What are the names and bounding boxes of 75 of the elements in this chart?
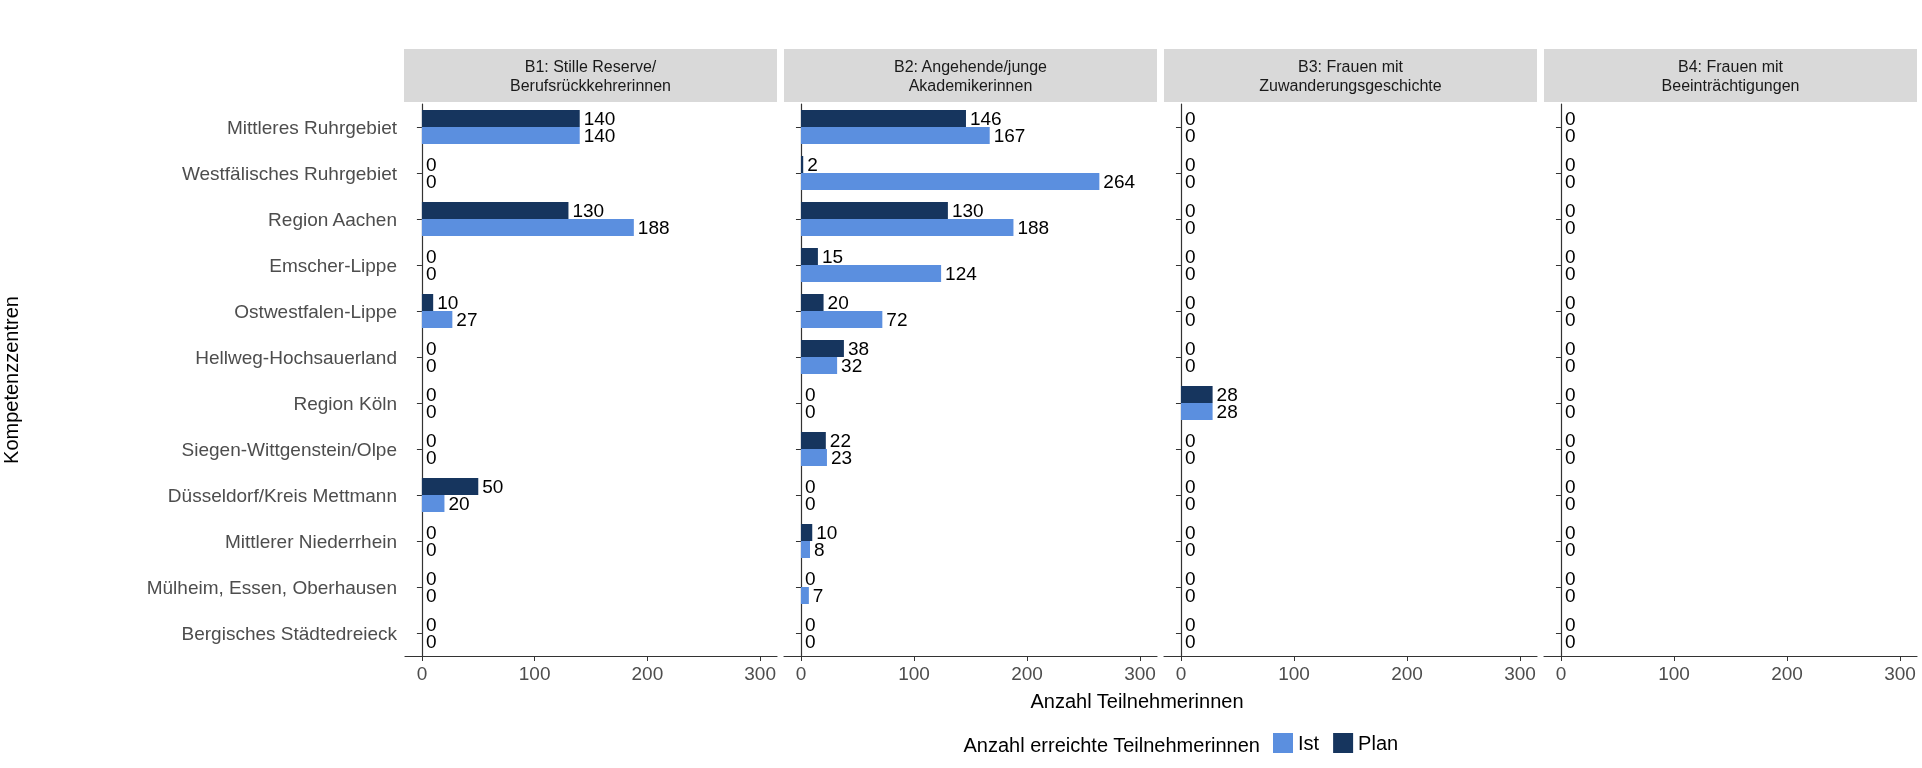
y-axis-title: Kompetenzzentren: [0, 296, 22, 464]
x-tick-label: 0: [416, 663, 428, 684]
x-tick-label: 200: [631, 663, 664, 684]
y-tick-label: Hellweg-Hochsauerland: [195, 346, 397, 368]
bar: [800, 432, 826, 449]
x-tick-label: 200: [1391, 663, 1423, 684]
x-tick-label: 200: [1011, 663, 1043, 684]
y-tick-label: Düsseldorf/Kreis Mettmann: [167, 484, 397, 506]
bar: [800, 173, 1100, 190]
x-tick-label: 100: [1278, 663, 1310, 684]
x-tick-label: 0: [1175, 663, 1187, 684]
chart-title: B2: Angehende/junge Akademikerinnen: [893, 57, 1048, 94]
bar: [800, 449, 827, 466]
x-axis-title: Anzahl Teilnehmerinnen: [1030, 690, 1244, 712]
bar: [800, 265, 942, 282]
bar: [421, 495, 445, 512]
x-tick-label: 100: [1658, 663, 1690, 684]
bar: [421, 294, 434, 311]
x-tick-label: 300: [1124, 663, 1156, 684]
x-tick-label: 100: [518, 663, 551, 684]
x-tick-label: 200: [1771, 663, 1803, 684]
data-label: 264: [1103, 171, 1136, 192]
y-tick-label: Region Köln: [293, 392, 397, 414]
bar: [800, 541, 810, 558]
data-label: 10: [437, 292, 459, 313]
bar: [800, 110, 966, 127]
bar: [800, 340, 844, 357]
data-label: 188: [637, 217, 670, 238]
data-label: 130: [951, 200, 984, 221]
data-label: 50: [482, 476, 504, 497]
legend-label: Plan: [1358, 732, 1399, 754]
data-label: 20: [448, 493, 470, 514]
y-tick-label: Mittlerer Niederrhein: [224, 530, 397, 552]
bar: [800, 202, 948, 219]
data-label: 188: [1017, 217, 1050, 238]
bar: [800, 587, 809, 604]
y-tick-label: Emscher-Lippe: [269, 254, 397, 276]
y-tick-label: Region Aachen: [268, 208, 397, 230]
y-tick-label: Mittleres Ruhrgebiet: [226, 116, 398, 138]
x-tick-label: 300: [744, 663, 776, 684]
bar: [800, 294, 824, 311]
chart-title: B3: Frauen mit Zuwanderungsgeschichte: [1259, 57, 1442, 94]
x-tick-label: 100: [898, 663, 930, 684]
bar: [800, 127, 990, 144]
legend-label: Ist: [1298, 732, 1320, 754]
bar: [421, 478, 479, 495]
data-label: 72: [886, 309, 908, 330]
bar: [800, 357, 838, 374]
bar: [800, 248, 818, 265]
bar: [800, 311, 883, 328]
y-tick-label: Ostwestfalen-Lippe: [234, 300, 397, 322]
chart-title: B4: Frauen mit Beeinträchtigungen: [1661, 57, 1800, 94]
y-tick-label: Siegen-Wittgenstein/Olpe: [181, 438, 397, 460]
bar: [421, 311, 453, 328]
x-tick-label: 300: [1504, 663, 1536, 684]
legend-title: Anzahl erreichte Teilnehmerinnen: [963, 734, 1260, 756]
bar: [421, 127, 580, 144]
y-tick-label: Westfälisches Ruhrgebiet: [181, 162, 398, 184]
x-tick-label: 0: [1555, 663, 1567, 684]
data-label: 27: [456, 309, 478, 330]
data-label: 20: [827, 292, 849, 313]
x-tick-label: 0: [795, 663, 807, 684]
bar: [421, 219, 634, 236]
data-label: 2: [807, 154, 818, 175]
x-tick-label: 300: [1884, 663, 1916, 684]
chart-title: B1: Stille Reserve/ Berufsrückkehrerinnen: [510, 57, 671, 94]
bar: [800, 219, 1014, 236]
data-label: 15: [821, 246, 844, 267]
bar: [800, 524, 813, 541]
data-label: 130: [572, 200, 605, 221]
bar: [421, 110, 580, 127]
bar: [421, 202, 569, 219]
y-tick-label: Mülheim, Essen, Oberhausen: [146, 576, 397, 598]
y-tick-label: Bergisches Städtedreieck: [181, 622, 398, 644]
data-label: 124: [945, 263, 978, 284]
